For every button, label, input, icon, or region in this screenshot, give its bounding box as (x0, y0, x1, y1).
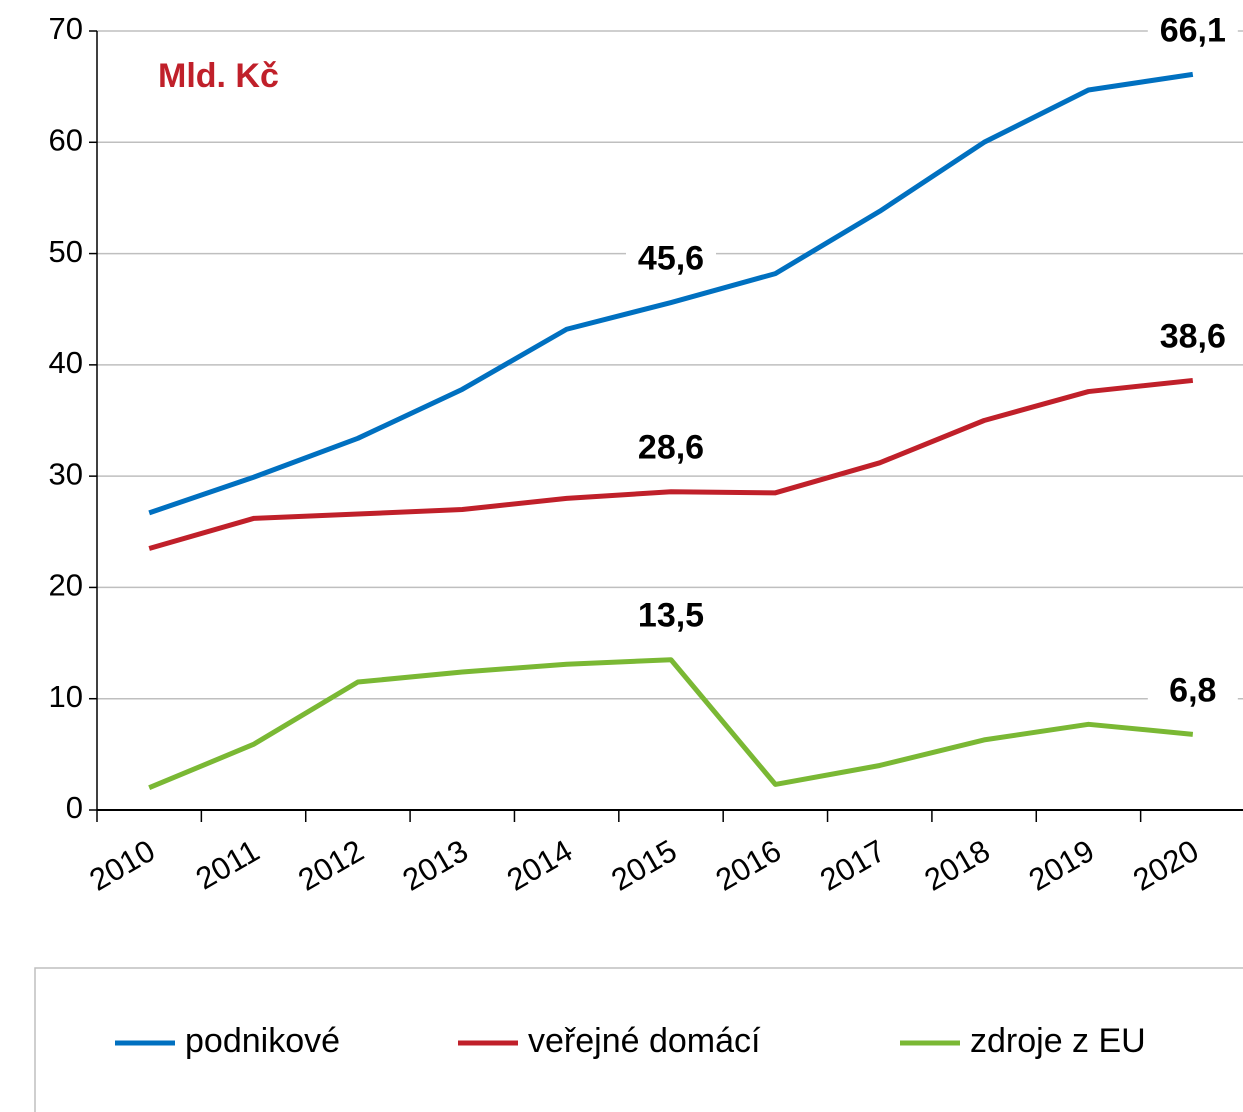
x-tick-label: 2017 (814, 833, 891, 898)
x-tick-label: 2014 (501, 833, 578, 898)
data-label: 28,6 (638, 429, 704, 467)
legend-label: veřejné domácí (528, 1022, 761, 1060)
x-tick-label: 2011 (190, 833, 265, 897)
legend-box (34, 967, 1243, 1112)
data-label: 38,6 (1160, 317, 1226, 355)
x-tick-label: 2018 (918, 833, 995, 898)
x-tick-label: 2012 (292, 833, 369, 898)
data-label: 13,5 (638, 597, 704, 635)
x-tick-label: 2016 (710, 833, 787, 898)
series-line (148, 657, 1194, 791)
y-tick-label: 20 (49, 568, 83, 603)
x-tick-label: 2019 (1023, 833, 1100, 898)
y-tick-label: 0 (66, 790, 83, 825)
series-line (148, 71, 1194, 516)
label-background (1147, 672, 1238, 713)
series-line (148, 377, 1194, 551)
y-tick-label: 60 (49, 122, 83, 157)
label-background (1147, 318, 1238, 359)
legend-label: podnikové (185, 1022, 340, 1060)
x-tick-label: 2020 (1127, 833, 1204, 898)
y-tick-label: 70 (49, 11, 83, 46)
y-tick-label: 10 (49, 679, 83, 714)
label-background (1147, 12, 1238, 53)
y-tick-label: 40 (49, 345, 83, 380)
data-label: 45,6 (638, 240, 704, 278)
label-background (626, 240, 716, 281)
unit-label: Mld. Kč (158, 57, 279, 95)
x-tick-label: 2013 (397, 833, 474, 898)
data-label: 66,1 (1160, 11, 1226, 49)
label-background (626, 429, 716, 470)
y-tick-label: 50 (49, 234, 83, 269)
x-tick-label: 2010 (84, 833, 161, 898)
x-tick-label: 2015 (605, 833, 682, 898)
y-tick-label: 30 (49, 456, 83, 491)
label-background (626, 597, 716, 638)
legend-label: zdroje z EU (970, 1022, 1146, 1060)
data-label: 6,8 (1169, 671, 1216, 709)
